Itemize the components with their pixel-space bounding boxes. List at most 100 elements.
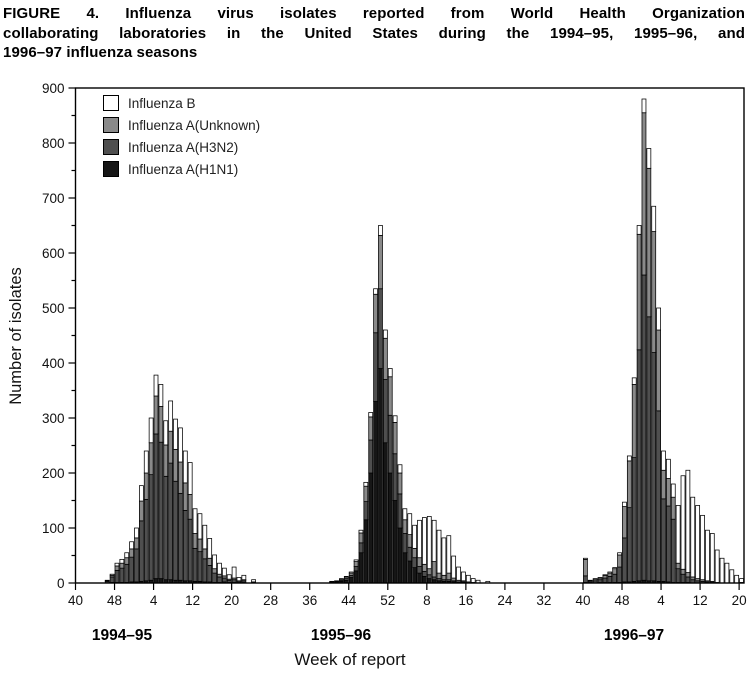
- legend-label: Influenza A(H3N2): [128, 139, 239, 155]
- bar-segment-u-week-45: [607, 572, 613, 577]
- bar-segment-b-week-16: [719, 557, 725, 584]
- bar-segment-b-week-46: [358, 529, 364, 534]
- x-tick-label: 24: [497, 593, 513, 608]
- bar-segment-h1-week-6: [417, 572, 422, 584]
- legend-item-influenza-b: Influenza B: [103, 92, 260, 114]
- bar-segment-u-week-52: [134, 537, 139, 550]
- bar-segment-h3-week-47: [109, 576, 115, 583]
- bar-segment-h3-week-5: [666, 505, 671, 583]
- bar-segment-b-week-17: [724, 562, 730, 584]
- bar-segment-u-week-1: [392, 422, 398, 455]
- bar-segment-b-week-5: [412, 524, 417, 549]
- bar-segment-h3-week-10: [182, 510, 188, 582]
- bar-segment-h1-week-5: [412, 567, 417, 584]
- bar-segment-h3-week-2: [397, 493, 403, 529]
- bar-segment-h3-week-1: [392, 453, 398, 501]
- bar-segment-b-week-41: [334, 580, 339, 582]
- x-tick-label: 28: [263, 593, 278, 608]
- bar-segment-u-week-48: [622, 506, 627, 539]
- season-label-1996-97: 1996–97: [603, 627, 665, 644]
- x-tick-label: 4: [150, 593, 158, 608]
- bar-segment-h3-week-8: [426, 574, 432, 579]
- legend-item-influenza-a-unknown: Influenza A(Unknown): [103, 114, 260, 136]
- bar-segment-u-week-11: [441, 574, 447, 581]
- bar-segment-h3-week-9: [685, 576, 691, 583]
- bar-segment-b-week-50: [378, 225, 383, 236]
- bar-segment-b-week-2: [651, 205, 657, 232]
- bar-segment-h3-week-49: [626, 507, 632, 583]
- bar-segment-h3-week-4: [661, 498, 666, 582]
- bar-segment-h3-week-40: [583, 575, 588, 583]
- bar-segment-u-week-14: [202, 548, 208, 560]
- bar-segment-b-week-15: [714, 549, 720, 583]
- bar-segment-b-week-8: [426, 516, 432, 570]
- bar-segment-h3-week-44: [602, 577, 608, 583]
- bar-segment-u-week-10: [436, 572, 442, 579]
- bar-segment-u-week-9: [431, 561, 437, 578]
- legend-label: Influenza B: [128, 95, 196, 111]
- x-tick-label: 32: [536, 593, 551, 608]
- bar-segment-b-week-48: [368, 412, 374, 418]
- bar-segment-h1-week-48: [368, 472, 374, 584]
- bar-segment-b-week-6: [670, 483, 676, 498]
- bar-segment-h3-week-3: [402, 533, 408, 554]
- bar-segment-b-week-42: [339, 578, 344, 580]
- bar-segment-b-week-17: [217, 562, 222, 575]
- bar-segment-b-week-42: [592, 578, 598, 580]
- bar-segment-h3-week-11: [187, 518, 193, 582]
- bar-segment-b-week-51: [129, 541, 134, 550]
- bar-segment-h3-week-15: [207, 565, 213, 583]
- bar-segment-u-week-8: [680, 568, 686, 575]
- bar-segment-u-week-4: [661, 469, 666, 500]
- bar-segment-u-week-47: [617, 554, 622, 568]
- y-tick-label: 0: [57, 576, 65, 591]
- x-tick-label: 52: [380, 593, 395, 608]
- bar-segment-b-week-7: [675, 505, 681, 564]
- bar-segment-b-week-50: [631, 377, 637, 385]
- bar-segment-b-week-24: [251, 579, 256, 583]
- bar-segment-b-week-19: [226, 574, 232, 580]
- bar-segment-b-week-7: [422, 517, 427, 565]
- bar-segment-b-week-3: [656, 307, 661, 331]
- bar-segment-b-week-1: [139, 485, 144, 502]
- bar-segment-b-week-4: [153, 374, 159, 397]
- bar-segment-h3-week-13: [197, 551, 203, 582]
- bar-segment-u-week-6: [163, 444, 169, 477]
- legend-label: Influenza A(H1N1): [128, 161, 239, 177]
- legend-swatch-influenza-a-h3n2: [103, 139, 119, 155]
- bar-segment-h1-week-4: [407, 560, 413, 584]
- bar-segment-h3-week-18: [221, 577, 227, 583]
- bar-segment-u-week-13: [451, 577, 457, 582]
- bar-segment-b-week-46: [104, 579, 110, 582]
- bar-segment-h3-week-3: [656, 410, 661, 582]
- bar-segment-b-week-52: [641, 98, 647, 114]
- bar-segment-h1-week-52: [387, 472, 393, 584]
- bar-segment-b-week-7: [168, 400, 174, 432]
- legend-label: Influenza A(Unknown): [128, 117, 261, 133]
- bar-segment-u-week-50: [631, 384, 637, 458]
- bar-segment-h3-week-4: [153, 433, 159, 579]
- bar-segment-h1-week-1: [392, 500, 398, 584]
- bar-segment-h3-week-8: [680, 573, 686, 583]
- bar-segment-b-week-10: [182, 450, 188, 484]
- bar-segment-u-week-5: [666, 478, 671, 507]
- bar-segment-u-week-50: [124, 557, 130, 565]
- bar-segment-h3-week-51: [382, 379, 388, 444]
- x-axis-label: Week of report: [294, 650, 406, 669]
- bar-segment-u-week-49: [119, 562, 125, 569]
- bar-segment-h3-week-51: [636, 349, 642, 582]
- bar-segment-h3-week-1: [139, 520, 144, 582]
- bar-segment-b-week-16: [465, 574, 471, 583]
- bar-segment-b-week-15: [207, 538, 213, 559]
- bar-segment-h1-week-3: [402, 552, 408, 584]
- bar-segment-u-week-8: [173, 448, 178, 482]
- bar-segment-h3-week-48: [368, 439, 374, 474]
- bar-segment-u-week-9: [178, 461, 183, 494]
- bar-segment-h3-week-52: [387, 414, 393, 474]
- legend-swatch-influenza-a-unknown: [103, 117, 119, 133]
- bar-segment-h3-week-17: [217, 576, 222, 583]
- bar-segment-u-week-51: [382, 337, 388, 380]
- bar-segment-h3-week-49: [119, 567, 125, 583]
- bar-segment-b-week-49: [119, 558, 125, 564]
